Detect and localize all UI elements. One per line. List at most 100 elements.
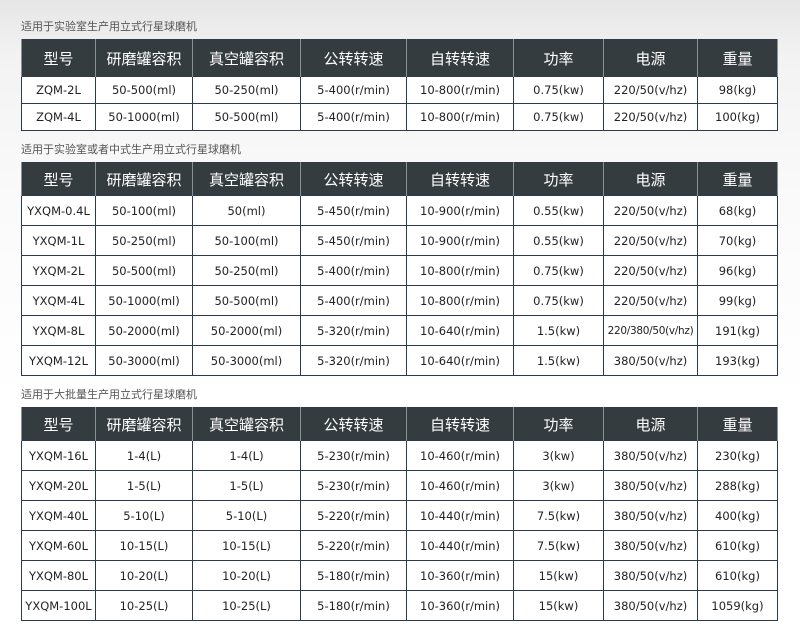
cell-jar-volume: 50-1000(ml) [95,285,193,316]
table-row: ZQM-2L 50-500(ml) 50-250(ml) 5-400(r/min) 10… [21,76,778,104]
cell-jar-volume: 50-500(ml) [95,76,193,104]
table-row: YXQM-0.4L 50-100(ml) 50(ml) 5-450(r/min) 10-… [21,195,778,226]
cell-power-supply: 220/50(v/hz) [603,195,698,226]
cell-power: 7.5(kw) [513,530,604,561]
header-power: 功率 [513,162,604,196]
cell-jar-volume: 50-3000(ml) [95,345,193,376]
header-rotation-speed: 自转转速 [406,407,514,441]
table-row: YXQM-8L 50-2000(ml) 50-2000(ml) 5-320(r/min… [21,315,778,346]
cell-vacuum-jar-volume: 50-3000(ml) [192,345,301,376]
cell-weight: 191(kg) [697,315,778,346]
cell-model: YXQM-80L [21,560,96,591]
cell-weight: 1059(kg) [697,590,778,621]
cell-revolution-speed: 5-400(r/min) [300,285,407,316]
cell-jar-volume: 50-250(ml) [95,225,193,256]
cell-rotation-speed: 10-460(r/min) [406,470,514,501]
table-row: YXQM-80L 10-20(L) 10-20(L) 5-180(r/min) 10-3… [21,560,778,591]
cell-rotation-speed: 10-360(r/min) [406,590,514,621]
cell-jar-volume: 50-500(ml) [95,255,193,286]
cell-weight: 610(kg) [697,530,778,561]
section-title: 适用于实验室或者中式生产用立式行星球磨机 [21,143,241,156]
cell-power-supply: 220/50(v/hz) [603,285,698,316]
cell-revolution-speed: 5-180(r/min) [300,560,407,591]
cell-model: YXQM-4L [21,285,96,316]
table-row: YXQM-4L 50-1000(ml) 50-500(ml) 5-400(r/min)… [21,285,778,316]
cell-jar-volume: 50-100(ml) [95,195,193,226]
table-row: YXQM-2L 50-500(ml) 50-250(ml) 5-400(r/min) 1… [21,255,778,286]
cell-weight: 70(kg) [697,225,778,256]
cell-power: 1.5(kw) [513,345,604,376]
cell-revolution-speed: 5-230(r/min) [300,440,407,471]
header-power-supply: 电源 [603,407,698,441]
table-row: YXQM-16L 1-4(L) 1-4(L) 5-230(r/min) 10-460(r… [21,440,778,471]
cell-jar-volume: 10-25(L) [95,590,193,621]
cell-power-supply: 220/50(v/hz) [603,255,698,286]
cell-model: YXQM-16L [21,440,96,471]
cell-power: 15(kw) [513,590,604,621]
header-vacuum-jar-volume: 真空罐容积 [192,39,301,77]
table-row: YXQM-1L 50-250(ml) 50-100(ml) 5-450(r/min) 1… [21,225,778,256]
cell-power: 0.55(kw) [513,195,604,226]
cell-power: 0.55(kw) [513,225,604,256]
cell-vacuum-jar-volume: 50-500(ml) [192,103,301,131]
header-power: 功率 [513,407,604,441]
cell-model: YXQM-100L [21,590,96,621]
cell-revolution-speed: 5-450(r/min) [300,195,407,226]
cell-power-supply: 220/380/50(v/hz) [603,315,698,346]
cell-rotation-speed: 10-440(r/min) [406,530,514,561]
header-weight: 重量 [697,39,778,77]
cell-power-supply: 220/50(v/hz) [603,103,698,131]
cell-vacuum-jar-volume: 10-20(L) [192,560,301,591]
cell-jar-volume: 1-5(L) [95,470,193,501]
header-rotation-speed: 自转转速 [406,162,514,196]
cell-power-supply: 380/50(v/hz) [603,440,698,471]
cell-power-supply: 380/50(v/hz) [603,560,698,591]
cell-revolution-speed: 5-320(r/min) [300,345,407,376]
table-row: ZQM-4L 50-1000(ml) 50-500(ml) 5-400(r/min) 1… [21,103,778,131]
cell-rotation-speed: 10-440(r/min) [406,500,514,531]
header-model: 型号 [21,407,96,441]
cell-rotation-speed: 10-640(r/min) [406,345,514,376]
cell-rotation-speed: 10-800(r/min) [406,76,514,104]
header-revolution-speed: 公转转速 [300,162,407,196]
cell-vacuum-jar-volume: 50-2000(ml) [192,315,301,346]
cell-rotation-speed: 10-900(r/min) [406,195,514,226]
cell-weight: 100(kg) [697,103,778,131]
cell-vacuum-jar-volume: 50-100(ml) [192,225,301,256]
header-model: 型号 [21,162,96,196]
cell-vacuum-jar-volume: 10-15(L) [192,530,301,561]
cell-model: YXQM-12L [21,345,96,376]
header-weight: 重量 [697,407,778,441]
cell-revolution-speed: 5-320(r/min) [300,315,407,346]
table-row: YXQM-20L 1-5(L) 1-5(L) 5-230(r/min) 10-460(r… [21,470,778,501]
cell-rotation-speed: 10-800(r/min) [406,255,514,286]
cell-power: 3(kw) [513,440,604,471]
cell-power: 7.5(kw) [513,500,604,531]
cell-weight: 99(kg) [697,285,778,316]
table-row: YXQM-40L 5-10(L) 5-10(L) 5-220(r/min) 10-440… [21,500,778,531]
cell-model: YXQM-40L [21,500,96,531]
cell-model: YXQM-0.4L [21,195,96,226]
table-row: YXQM-100L 10-25(L) 10-25(L) 5-180(r/min) 10-… [21,590,778,621]
header-vacuum-jar-volume: 真空罐容积 [192,407,301,441]
cell-rotation-speed: 10-640(r/min) [406,315,514,346]
cell-model: ZQM-4L [21,103,96,131]
header-revolution-speed: 公转转速 [300,39,407,77]
header-row: 型号 研磨罐容积 真空罐容积 公转转速 自转转速 功率 电源 重量 [21,39,778,77]
cell-power-supply: 380/50(v/hz) [603,590,698,621]
cell-weight: 610(kg) [697,560,778,591]
cell-jar-volume: 5-10(L) [95,500,193,531]
cell-rotation-speed: 10-460(r/min) [406,440,514,471]
cell-power-supply: 380/50(v/hz) [603,345,698,376]
cell-model: YXQM-8L [21,315,96,346]
cell-power: 0.75(kw) [513,76,604,104]
cell-revolution-speed: 5-180(r/min) [300,590,407,621]
header-power-supply: 电源 [603,39,698,77]
cell-weight: 68(kg) [697,195,778,226]
table-row: YXQM-12L 50-3000(ml) 50-3000(ml) 5-320(r/mi… [21,345,778,376]
cell-power: 3(kw) [513,470,604,501]
header-row: 型号 研磨罐容积 真空罐容积 公转转速 自转转速 功率 电源 重量 [21,407,778,441]
cell-revolution-speed: 5-400(r/min) [300,76,407,104]
cell-weight: 400(kg) [697,500,778,531]
cell-weight: 193(kg) [697,345,778,376]
